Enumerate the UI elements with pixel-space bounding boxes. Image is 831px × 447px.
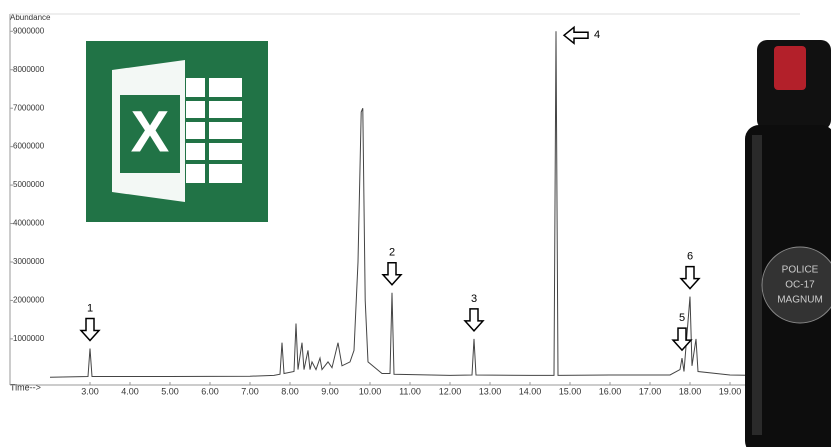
y-tick-label: 9000000 <box>13 26 45 35</box>
logo-letter: X <box>131 99 170 164</box>
spray-text: OC-17 <box>785 280 815 291</box>
x-tick-label: 16.00 <box>599 386 622 396</box>
x-tick-label: 8.00 <box>281 386 299 396</box>
x-tick-label: 14.00 <box>519 386 542 396</box>
x-tick-label: 13.00 <box>479 386 502 396</box>
logo-badge <box>120 95 180 173</box>
x-tick-label: 10.00 <box>359 386 382 396</box>
y-axis-label: Abundance <box>10 13 51 22</box>
x-tick-label: 12.00 <box>439 386 462 396</box>
x-tick-label: 15.00 <box>559 386 582 396</box>
y-tick-label: 6000000 <box>13 142 45 151</box>
x-tick-label: 9.00 <box>321 386 339 396</box>
annotation-label: 4 <box>594 29 600 41</box>
annotation-arrow <box>679 265 701 290</box>
annotation-arrow <box>381 261 403 286</box>
x-tick-label: 19.00 <box>719 386 742 396</box>
chromatogram-line <box>49 31 755 378</box>
spray-text: POLICE <box>782 265 819 276</box>
excel-logo: X <box>86 41 268 222</box>
spray-emblem <box>761 246 831 324</box>
logo-grid-lines <box>186 78 242 183</box>
annotation-arrow <box>463 308 485 332</box>
y-tick-label: 1000000 <box>13 334 45 343</box>
spray-nozzle <box>774 46 806 90</box>
x-axis-label: Time--> <box>10 382 41 392</box>
x-tick-label: 5.00 <box>161 386 179 396</box>
annotation-arrow <box>79 317 101 342</box>
x-tick-label: 6.00 <box>201 386 219 396</box>
annotation-label: 2 <box>389 247 395 259</box>
x-tick-label: 11.00 <box>399 386 421 396</box>
y-tick-label: 3000000 <box>13 257 45 266</box>
x-tick-label: 18.00 <box>679 386 702 396</box>
annotation-label: 1 <box>87 302 93 314</box>
spray-shine <box>752 135 762 435</box>
annotation-label: 5 <box>679 312 685 324</box>
spray-text: MAGNUM <box>777 295 823 306</box>
pepper-spray: POLICE OC-17 MAGNUM <box>745 40 831 447</box>
x-tick-label: 3.00 <box>81 386 99 396</box>
x-tick-label: 7.00 <box>241 386 259 396</box>
annotation-arrow <box>562 25 589 45</box>
logo-grid <box>186 78 242 183</box>
annotation-label: 3 <box>471 293 477 305</box>
y-tick-label: 5000000 <box>13 180 45 189</box>
y-tick-label: 2000000 <box>13 296 45 305</box>
x-tick-label: 4.00 <box>121 386 139 396</box>
annotation-label: 6 <box>687 250 693 262</box>
y-tick-label: 7000000 <box>13 103 45 112</box>
y-tick-label: 8000000 <box>13 65 45 74</box>
annotation-arrow <box>671 327 693 352</box>
y-tick-label: 4000000 <box>13 219 45 228</box>
x-tick-label: 17.00 <box>639 386 662 396</box>
